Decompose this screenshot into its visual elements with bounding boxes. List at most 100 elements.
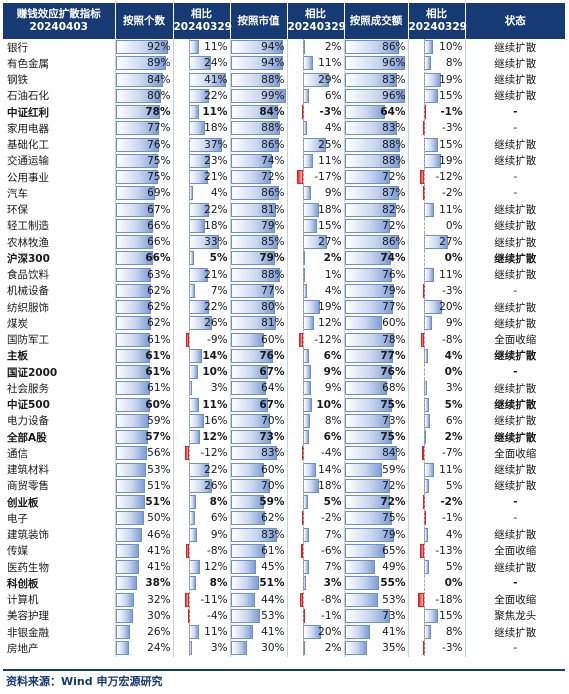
change-bar-d2 (303, 153, 314, 168)
pct-value-count: 84% (147, 73, 171, 86)
change-cell-d1: 23% (173, 152, 231, 169)
change-value-d1: 26% (204, 479, 228, 492)
change-axis (303, 71, 305, 88)
row-name: 石油石化 (3, 87, 116, 104)
change-value-d1: 6% (210, 512, 228, 525)
change-bar-d1 (189, 576, 197, 591)
pct-value-mktcap: 67% (259, 366, 285, 379)
change-axis (303, 364, 305, 381)
change-bar-d3 (424, 56, 432, 71)
change-value-d3: 15% (439, 138, 463, 151)
pct-value-count: 75% (147, 171, 171, 184)
change-cell-d3: -1% (408, 104, 466, 121)
pct-value-mktcap: 44% (261, 593, 285, 606)
change-axis (189, 250, 191, 267)
pct-bar-volume (344, 608, 391, 623)
pct-bar-count (115, 88, 162, 103)
row-name: 轻工制造 (3, 217, 116, 234)
pct-value-mktcap: 67% (259, 398, 285, 411)
change-axis (189, 607, 191, 624)
change-value-d1: 10% (202, 366, 228, 379)
table-row: 传媒 41% -8% 61% -6% 65% -13% 全面收缩 (3, 542, 565, 559)
pct-bar-mktcap (230, 478, 270, 493)
table-row: 银行 92% 11% 94% 2% 86% 10% 继续扩散 (3, 39, 565, 56)
pct-bar-volume (344, 267, 393, 282)
change-value-d3: 0% (444, 252, 463, 265)
change-axis (303, 299, 305, 316)
change-cell-d3: 8% (408, 55, 466, 72)
change-bar-d1 (184, 446, 190, 461)
pct-cell-count: 84% (115, 71, 174, 88)
pct-value-mktcap: 70% (261, 479, 285, 492)
pct-cell-mktcap: 88% (230, 266, 288, 283)
change-cell-d1: 9% (173, 526, 231, 543)
pct-cell-volume: 77% (344, 299, 409, 316)
change-axis (424, 607, 426, 624)
pct-bar-volume (344, 332, 394, 347)
change-axis (189, 120, 191, 137)
footer-rule (3, 669, 565, 671)
change-bar-d3 (424, 316, 433, 331)
change-bar-d2 (298, 332, 304, 347)
pct-cell-volume: 41% (344, 624, 409, 641)
pct-cell-mktcap: 70% (230, 477, 288, 494)
change-axis (189, 87, 191, 104)
change-bar-d1 (189, 625, 200, 640)
pct-cell-volume: 53% (344, 591, 409, 608)
pct-cell-count: 61% (115, 380, 174, 397)
pct-value-volume: 82% (382, 203, 406, 216)
change-cell-d2: -17% (287, 169, 345, 186)
table-row: 环保 67% 22% 81% 18% 82% 11% 继续扩散 (3, 201, 565, 218)
pct-cell-volume: 88% (344, 136, 409, 153)
row-name: 全部A股 (3, 429, 116, 446)
change-cell-d1: 4% (173, 185, 231, 202)
pct-value-mktcap: 41% (261, 626, 285, 639)
change-axis (424, 347, 426, 364)
change-value-d2: 18% (318, 203, 342, 216)
pct-bar-count (115, 576, 138, 591)
change-value-d1: 18% (204, 219, 228, 232)
pct-bar-volume (344, 72, 397, 87)
change-value-d3: 2% (444, 431, 463, 444)
pct-cell-mktcap: 60% (230, 461, 288, 478)
change-value-d1: 37% (204, 138, 228, 151)
pct-bar-count (115, 267, 152, 282)
change-value-d1: 8% (209, 496, 228, 509)
change-value-d1: 22% (204, 301, 228, 314)
change-cell-d3: -18% (408, 591, 466, 608)
pct-bar-count (115, 430, 148, 445)
pct-bar-mktcap (230, 576, 260, 591)
pct-bar-mktcap (230, 446, 277, 461)
pct-bar-count (115, 348, 151, 363)
row-name: 公用事业 (3, 169, 116, 186)
table-row: 中证500 60% 11% 67% 10% 75% 5% 继续扩散 (3, 396, 565, 413)
row-name: 电子 (3, 510, 116, 527)
change-axis (189, 39, 191, 56)
change-value-d3: -12% (435, 171, 463, 184)
pct-cell-mktcap: 62% (230, 510, 288, 527)
change-cell-d1: -12% (173, 445, 231, 462)
change-axis (303, 55, 305, 72)
pct-cell-count: 78% (115, 104, 174, 121)
status-cell: - (513, 106, 518, 119)
pct-cell-count: 62% (115, 282, 174, 299)
change-cell-d1: 22% (173, 461, 231, 478)
change-cell-d1: 11% (173, 39, 231, 56)
pct-value-volume: 68% (382, 382, 406, 395)
status-cell: 继续扩散 (494, 155, 537, 168)
change-cell-d2: -2% (287, 510, 345, 527)
pct-cell-mktcap: 44% (230, 591, 288, 608)
pct-value-count: 92% (147, 41, 171, 54)
pct-value-count: 61% (145, 366, 171, 379)
row-name: 主板 (3, 347, 116, 364)
change-axis (303, 461, 305, 478)
table-row: 电子 50% 6% 62% -2% 75% -1% - (3, 510, 565, 527)
pct-value-mktcap: 62% (261, 512, 285, 525)
pct-value-volume: 87% (382, 187, 406, 200)
change-bar-d1 (189, 560, 200, 575)
change-cell-d3: 9% (408, 315, 466, 332)
pct-value-mktcap: 73% (259, 431, 285, 444)
change-cell-d3: 5% (408, 559, 466, 576)
change-cell-d2: 3% (287, 575, 345, 592)
pct-bar-mktcap (230, 153, 272, 168)
